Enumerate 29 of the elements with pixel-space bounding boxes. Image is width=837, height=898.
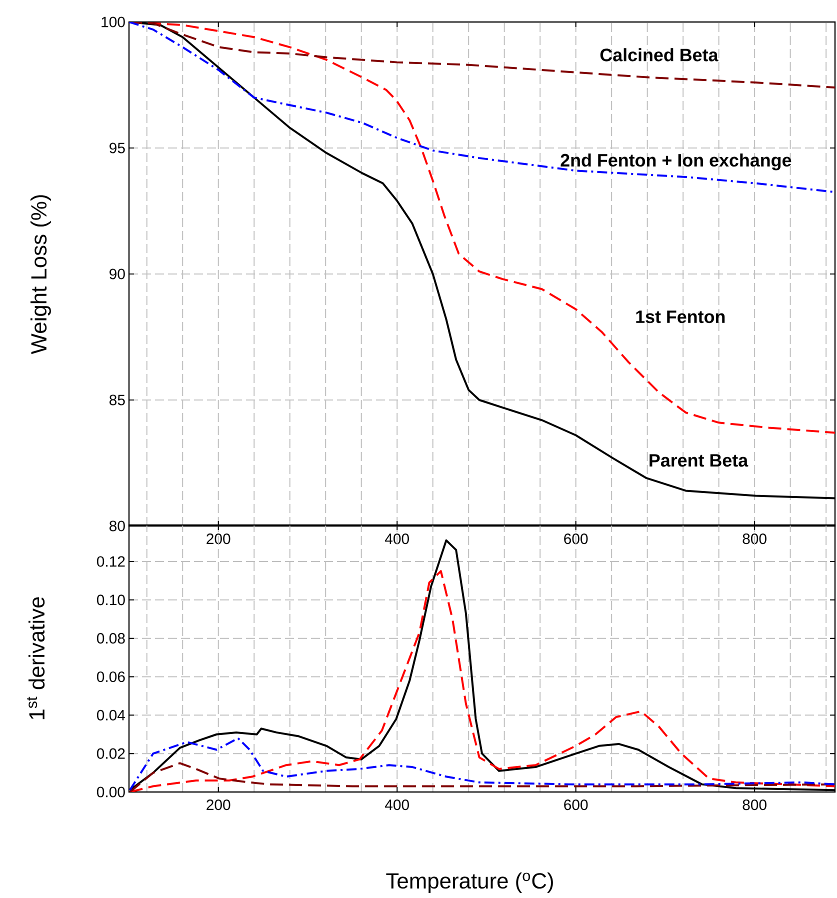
- y-tick-label: 0.02: [96, 748, 125, 759]
- x-axis-title: Temperature ($^{o}$C): [386, 872, 553, 893]
- line-series: [129, 22, 836, 194]
- y-tick-label: 0.08: [96, 633, 125, 644]
- series-label: 1st Fenton: [636, 310, 725, 324]
- y-tick-label: 0.06: [96, 671, 125, 682]
- series-label: 2nd Fenton + Ion exchange: [560, 153, 792, 170]
- y-tick-label: 0.10: [96, 594, 125, 606]
- x-tick-label: 400: [384, 534, 409, 544]
- x-tick-label: 600: [564, 534, 588, 544]
- series-label: Parent Beta: [650, 454, 748, 467]
- y-tick-label: 100: [102, 16, 125, 28]
- y-tick-label: 0.12: [96, 556, 125, 567]
- x-tick-label: 800: [742, 800, 766, 810]
- y-tick-label: 80: [110, 520, 125, 532]
- y-tick-label: 95: [110, 142, 125, 154]
- x-tick-label: 600: [564, 800, 588, 810]
- y-tick-label: 85: [110, 394, 125, 406]
- y-axis-title: Weight Loss (%): [30, 195, 51, 354]
- x-tick-label: 400: [384, 800, 409, 810]
- x-tick-label: 200: [206, 800, 230, 810]
- y-tick-label: 0.04: [96, 710, 126, 720]
- line-series: [129, 737, 836, 792]
- x-tick-label: 200: [206, 534, 230, 544]
- y-tick-label: 90: [110, 268, 125, 280]
- y-tick-label: 0.00: [96, 786, 125, 798]
- series-label: Calcined Beta: [600, 48, 718, 62]
- x-tick-label: 800: [742, 534, 766, 544]
- y-axis-title: 1$^{st}$ derivative: [26, 597, 45, 720]
